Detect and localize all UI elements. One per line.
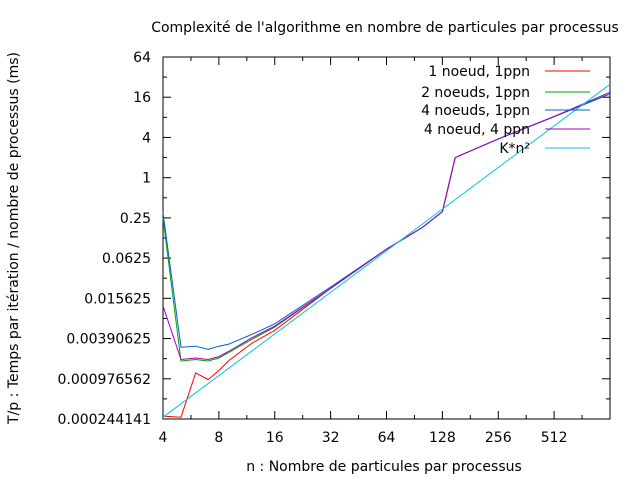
x-tick-label: 128	[429, 430, 456, 446]
y-axis: 0.000244141 0.000976562 0.00390625 0.015625…	[57, 50, 610, 428]
series-line-4	[162, 91, 611, 361]
y-tick-label: 64	[133, 50, 151, 66]
legend: 1 noeud, 1ppn 2 noeuds, 1ppn 4 noeuds, 1pp…	[421, 64, 590, 157]
x-tick-label: 512	[541, 430, 568, 446]
legend-label-2: 2 noeuds, 1ppn	[421, 85, 530, 101]
x-tick-label: 4	[159, 430, 168, 446]
x-tick-label: 256	[485, 430, 512, 446]
legend-label-4: 4 noeud, 4 ppn	[424, 122, 530, 138]
x-tick-label: 16	[266, 430, 284, 446]
y-tick-label: 0.000976562	[57, 372, 151, 388]
y-tick-label: 0.00390625	[66, 332, 151, 348]
y-tick-label: 16	[133, 90, 151, 106]
x-tick-label: 8	[214, 430, 223, 446]
series-lines	[162, 83, 611, 418]
y-tick-label: 4	[142, 130, 151, 146]
series-line-5	[162, 83, 611, 418]
y-axis-label: T/p : Temps par itération / nombre de pr…	[6, 52, 22, 425]
legend-label-5: K*n²	[499, 141, 530, 157]
x-tick-label: 32	[322, 430, 340, 446]
y-tick-label: 0.000244141	[57, 412, 151, 428]
y-tick-label: 0.015625	[84, 291, 151, 307]
y-tick-label: 1	[142, 171, 151, 187]
y-tick-label: 0.25	[120, 211, 151, 227]
x-tick-label: 64	[378, 430, 396, 446]
x-axis-label: n : Nombre de particules par processus	[246, 459, 522, 475]
legend-label-1: 1 noeud, 1ppn	[428, 64, 530, 80]
y-tick-label: 0.0625	[102, 251, 151, 267]
x-axis: 4 8 16 32 64 128 256 512	[159, 57, 583, 446]
legend-label-3: 4 noeuds, 1ppn	[421, 103, 530, 119]
chart-title: Complexité de l'algorithme en nombre de …	[151, 20, 619, 36]
